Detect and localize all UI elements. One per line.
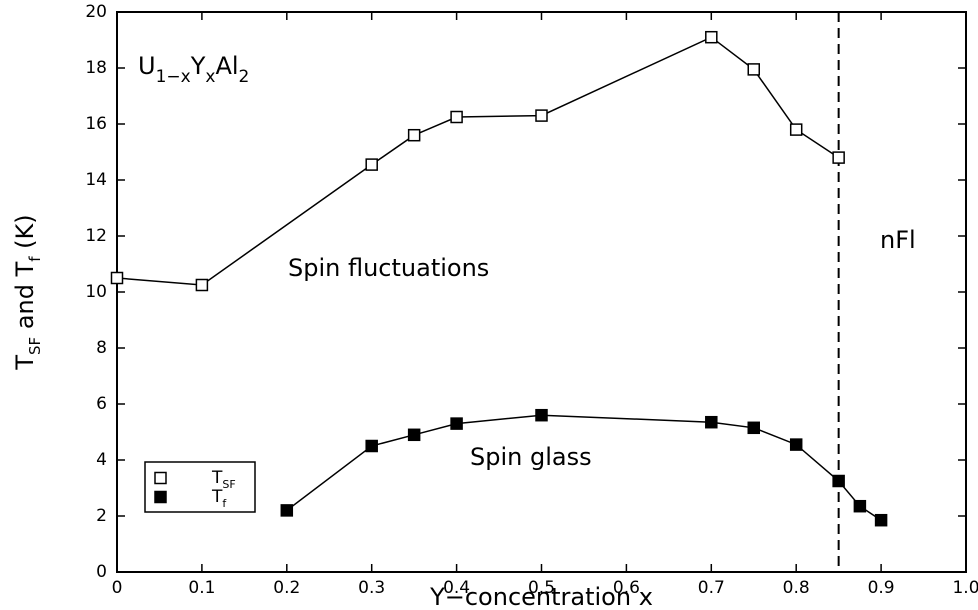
x-tick-label: 0.2 [273, 578, 300, 598]
y-tick-label: 18 [85, 58, 107, 78]
data-point [195, 278, 209, 292]
data-point [365, 439, 378, 453]
data-point [705, 30, 718, 44]
y-tick-label: 10 [85, 282, 107, 302]
y-tick-label: 8 [96, 338, 107, 358]
compound-label-part: U [138, 52, 156, 80]
compound-label-part: Al [215, 52, 238, 80]
y-axis-label-part: and T [11, 261, 39, 336]
data-point [874, 513, 888, 527]
legend-label-part: T [211, 487, 223, 507]
compound-label-part: 2 [239, 67, 250, 87]
series-line [116, 36, 840, 286]
data-point [110, 271, 124, 285]
x-tick-label: 0.3 [358, 578, 385, 598]
region-label: Spin fluctuations [288, 254, 489, 282]
compound-label-part: x [205, 67, 215, 87]
legend-label: Tf [211, 487, 227, 510]
compound-label-part: 1−x [156, 67, 191, 87]
compound-label-part: Y [190, 52, 206, 80]
legend-label: TSF [211, 468, 236, 491]
y-axis-label-part: (K) [11, 214, 39, 256]
legend-label-part: f [222, 497, 227, 510]
data-point [407, 428, 421, 442]
x-tick-label: 1.0 [952, 578, 978, 598]
y-axis-label-part: f [26, 256, 44, 262]
x-tick-label: 0.5 [528, 578, 555, 598]
data-point [535, 408, 548, 422]
data-point [407, 128, 421, 142]
y-tick-label: 0 [96, 562, 107, 582]
data-point [853, 499, 867, 513]
data-point [450, 417, 463, 430]
region-label: Spin glass [470, 443, 592, 471]
data-point [747, 63, 760, 76]
x-axis-label: Y−concentration x [429, 583, 653, 610]
data-point [450, 110, 463, 124]
legend-label-part: T [211, 468, 223, 488]
data-point [747, 421, 760, 435]
data-point [365, 158, 378, 171]
legend-box [144, 461, 256, 513]
data-point [832, 474, 845, 488]
data-point [705, 415, 718, 429]
y-tick-label: 4 [96, 450, 107, 470]
data-point [789, 123, 803, 136]
data-point [789, 438, 803, 451]
y-tick-label: 6 [96, 394, 107, 414]
y-axis-label: TSF and Tf (K) [11, 214, 44, 370]
data-point [280, 504, 294, 517]
x-tick-label: 0.6 [613, 578, 640, 598]
y-tick-label: 12 [85, 226, 107, 246]
compound-label: U1−xYxAl2 [138, 52, 249, 87]
legend-marker [154, 490, 167, 504]
x-tick-label: 0.1 [188, 578, 215, 598]
x-tick-label: 0.4 [443, 578, 470, 598]
x-tick-label: 0.8 [783, 578, 810, 598]
y-tick-label: 14 [85, 170, 107, 190]
data-point [535, 109, 548, 122]
y-axis-label-part: T [11, 355, 39, 371]
y-tick-label: 16 [85, 114, 107, 134]
legend-marker [154, 471, 167, 485]
x-tick-label: 0 [112, 578, 123, 598]
legend-label-part: SF [222, 478, 235, 491]
x-tick-label: 0.7 [698, 578, 725, 598]
y-axis-label-part: SF [26, 337, 44, 355]
region-label: nFl [880, 226, 916, 254]
data-point [832, 151, 845, 164]
x-tick-label: 0.9 [868, 578, 895, 598]
y-tick-label: 2 [96, 506, 107, 526]
y-tick-label: 20 [85, 2, 107, 22]
